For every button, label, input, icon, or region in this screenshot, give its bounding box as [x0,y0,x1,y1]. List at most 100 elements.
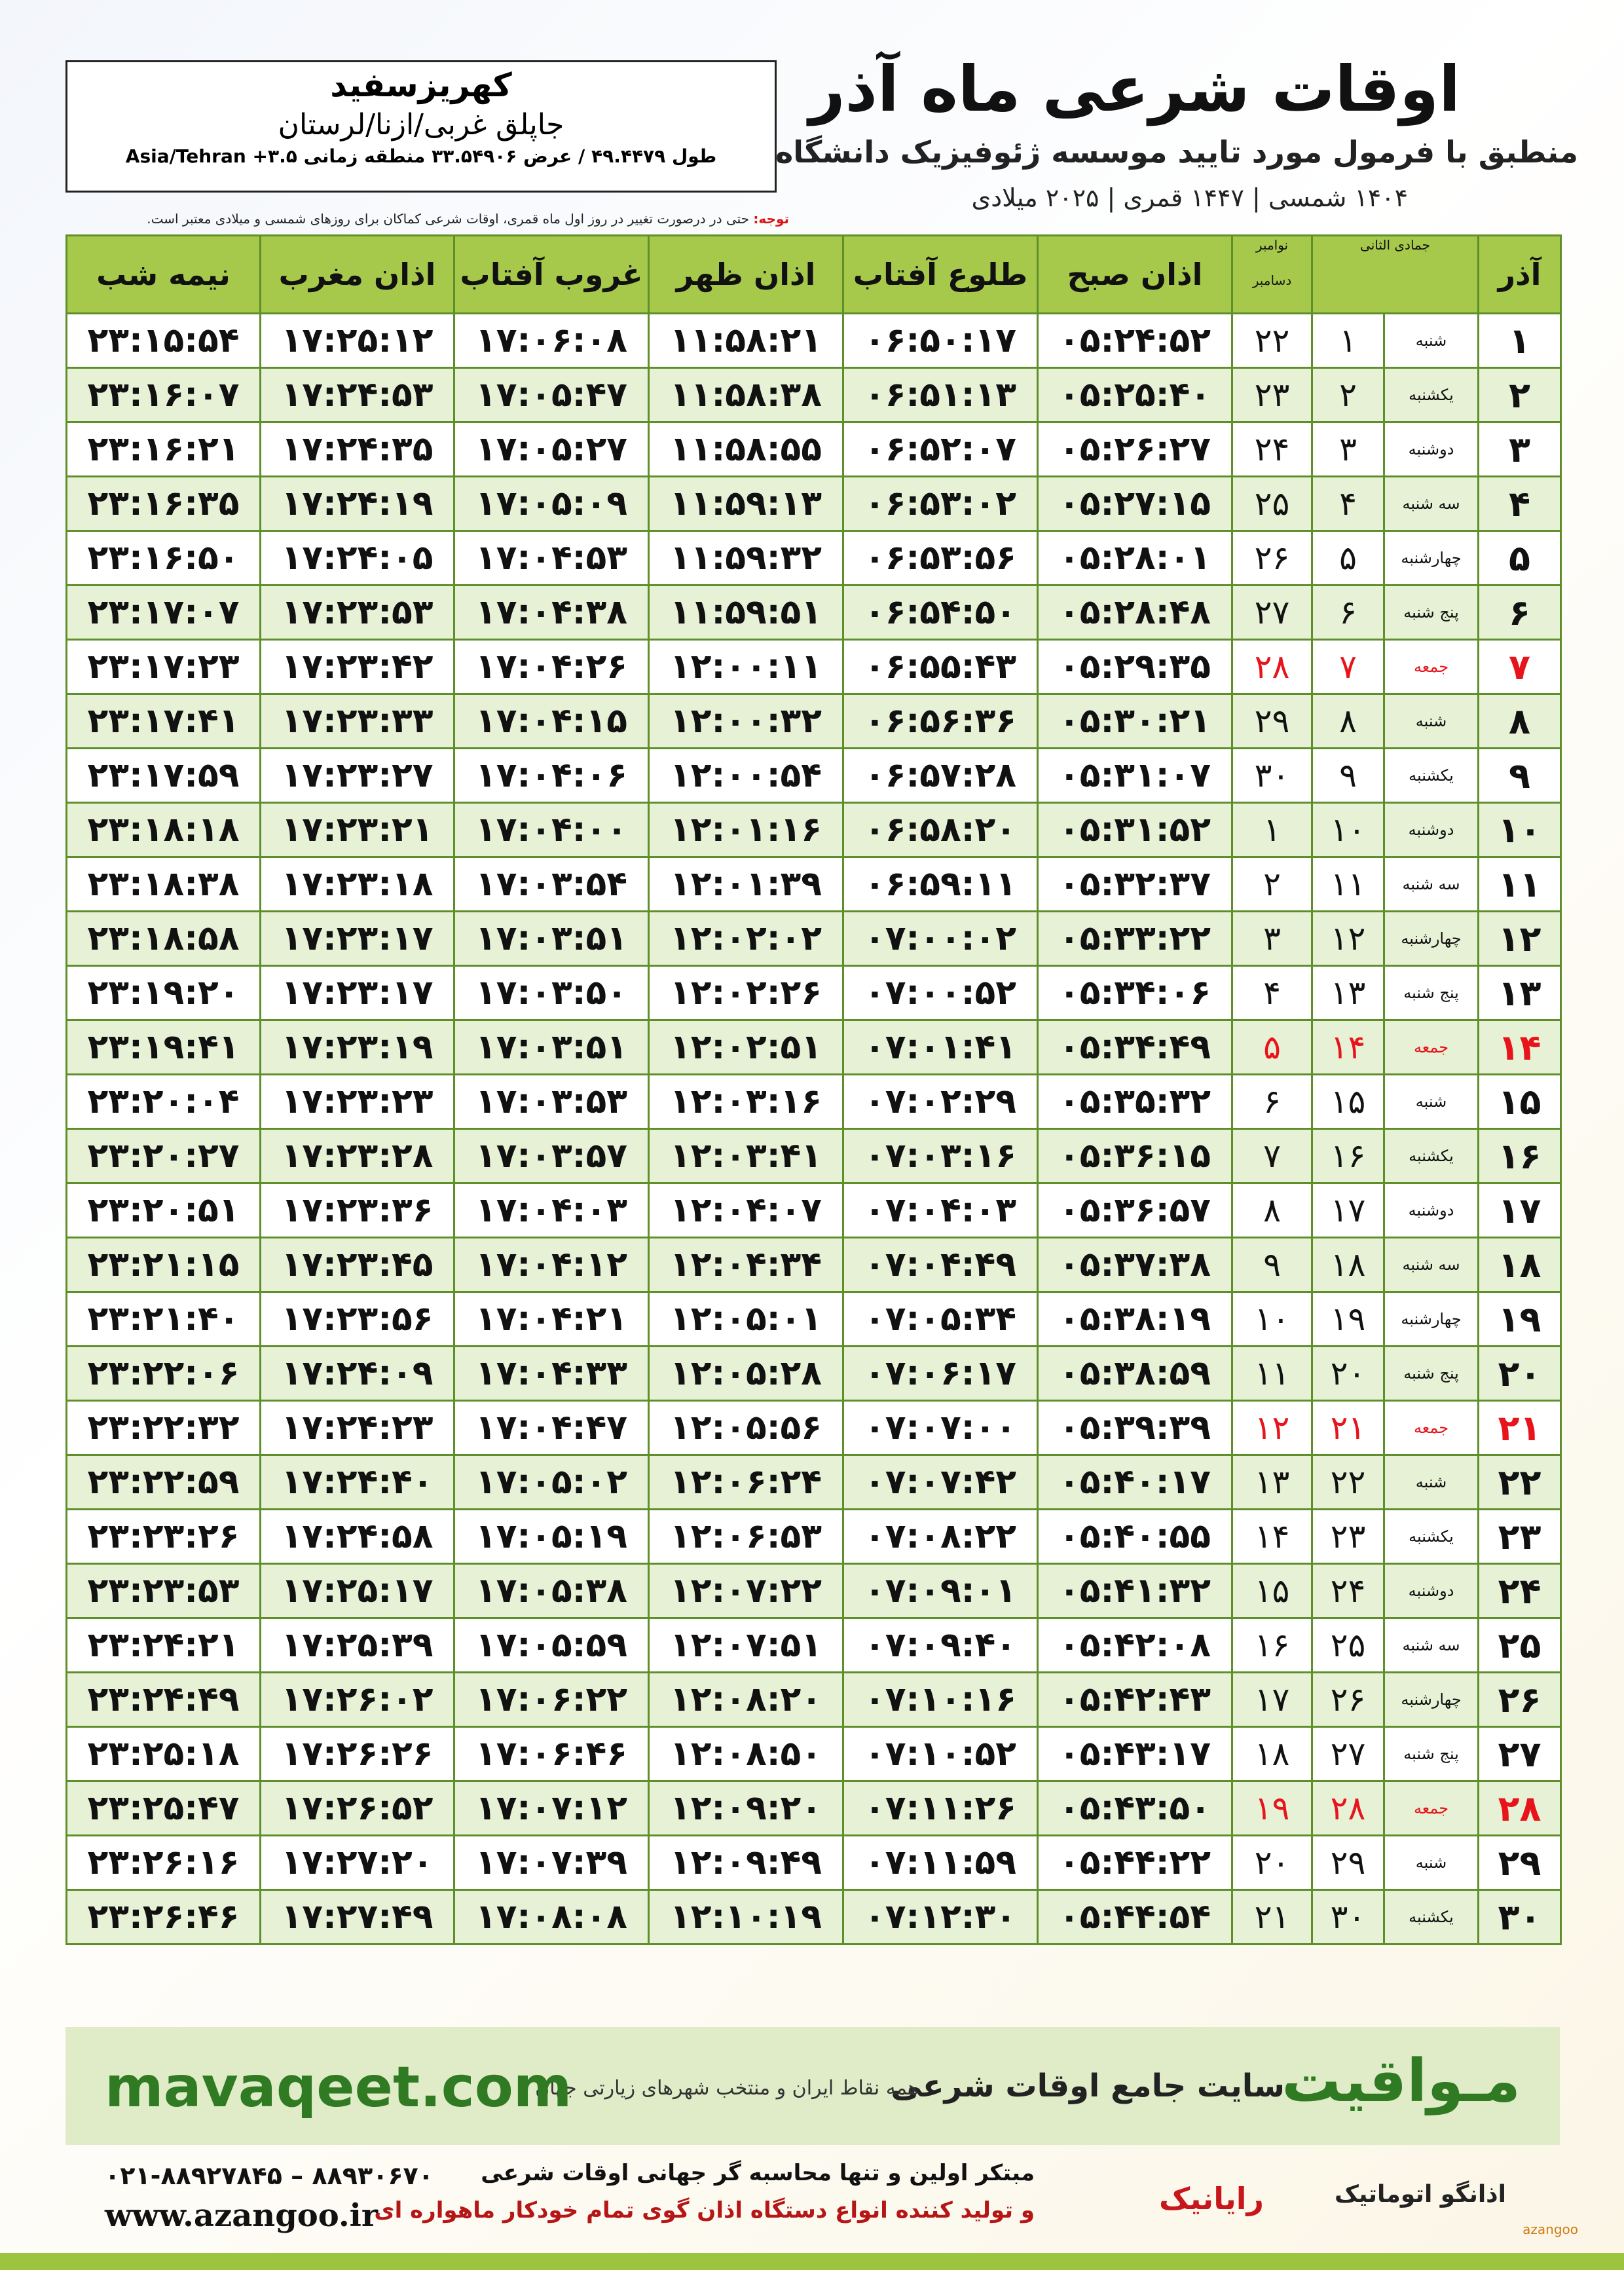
table-cell: ۳۰ [1310,1889,1386,1945]
table-cell: ۲۶ [1231,530,1313,586]
header-sub: دسامبر [1252,272,1292,288]
table-cell: ۱۷:۰۵:۴۷ [453,367,650,423]
table-cell: ۳ [1231,910,1313,967]
table-cell: ۲۳:۱۶:۰۷ [65,367,261,423]
table-cell: ۱۷:۲۵:۱۲ [259,312,455,369]
table-cell: ۰۶:۵۷:۲۸ [842,747,1039,804]
table-cell: ۲۳:۱۷:۵۹ [65,747,261,804]
table-cell: ۱۰ [1310,802,1386,858]
table-cell: ۰۵:۴۰:۵۵ [1037,1508,1233,1565]
table-cell: جمعه [1383,1019,1480,1075]
table-cell: ۰۷:۱۰:۵۲ [842,1726,1039,1782]
table-cell: سه شنبه [1383,856,1480,912]
table-cell: ۲۳:۱۶:۳۵ [65,475,261,532]
table-cell: ۱۷:۰۳:۵۴ [453,856,650,912]
brand[interactable]: مـواقیت [1282,2047,1521,2115]
table-row: ۲۹ شنبه ۲۹ ۲۰ ۰۵:۴۴:۲۲ ۰۷:۱۱:۵۹ ۱۲:۰۹:۴۹ ۱۷:۰۷:… [65,1834,1562,1891]
header-cell: طلوع آفتاب [842,234,1039,314]
table-cell: ۳ [1477,421,1562,477]
table-cell: ۱۷:۰۴:۱۲ [453,1237,650,1293]
table-cell: ۱۷:۲۳:۱۹ [259,1019,455,1075]
table-cell: سه شنبه [1383,1237,1480,1293]
table-row: ۱۸ سه شنبه ۱۸ ۹ ۰۵:۳۷:۳۸ ۰۷:۰۴:۴۹ ۱۲:۰۴:۳۴ ۱۷:۰… [65,1237,1562,1293]
table-cell: ۱۲:۰۶:۵۳ [648,1508,844,1565]
table-cell: ۱۷ [1477,1182,1562,1238]
table-cell: ۰۵:۳۶:۵۷ [1037,1182,1233,1238]
table-cell: شنبه [1383,693,1480,749]
table-cell: ۰۵:۳۴:۴۹ [1037,1019,1233,1075]
table-cell: ۲۶ [1477,1671,1562,1728]
table-cell: ۱۷:۰۶:۴۶ [453,1726,650,1782]
table-cell: ۱۵ [1477,1073,1562,1130]
table-cell: ۷ [1231,1128,1313,1184]
table-cell: ۱۷ [1231,1671,1313,1728]
table-cell: ۱۷:۲۴:۰۹ [259,1345,455,1402]
table-cell: ۴ [1477,475,1562,532]
table-cell: ۰۷:۰۹:۴۰ [842,1617,1039,1673]
bottom-strip [0,2253,1624,2270]
site-link[interactable]: www.azangoo.ir [105,2197,378,2234]
table-cell: ۵ [1477,530,1562,586]
table-cell: ۸ [1231,1182,1313,1238]
table-cell: ۱۱:۵۹:۳۲ [648,530,844,586]
table-cell: ۲۳:۲۳:۵۳ [65,1563,261,1619]
table-cell: ۰۶:۵۲:۰۷ [842,421,1039,477]
table-cell: ۱ [1231,802,1313,858]
table-cell: ۲۳:۲۵:۴۷ [65,1780,261,1836]
table-cell: ۱۲:۰۵:۲۸ [648,1345,844,1402]
table-cell: ۰۷:۰۹:۰۱ [842,1563,1039,1619]
table-cell: ۰۵:۲۷:۱۵ [1037,475,1233,532]
table-cell: ۲۳:۲۰:۰۴ [65,1073,261,1130]
header-cell: اذان ظهر [648,234,844,314]
table-cell: ۱۷:۲۳:۲۱ [259,802,455,858]
table-cell: ۰۶:۵۸:۲۰ [842,802,1039,858]
table-row: ۱۴ جمعه ۱۴ ۵ ۰۵:۳۴:۴۹ ۰۷:۰۱:۴۱ ۱۲:۰۲:۵۱ ۱۷:۰۳:۵… [65,1019,1562,1075]
table-cell: ۱۲:۰۲:۲۶ [648,965,844,1021]
table-cell: ۱۷:۲۷:۴۹ [259,1889,455,1945]
table-cell: ۱۰ [1477,802,1562,858]
table-row: ۱۰ دوشنبه ۱۰ ۱ ۰۵:۳۱:۵۲ ۰۶:۵۸:۲۰ ۱۲:۰۱:۱۶ ۱۷:۰۴… [65,802,1562,858]
table-cell: ۱۴ [1310,1019,1386,1075]
note-label: توجه: [753,211,789,227]
table-cell: ۵ [1310,530,1386,586]
table-row: ۱۵ شنبه ۱۵ ۶ ۰۵:۳۵:۳۲ ۰۷:۰۲:۲۹ ۱۲:۰۳:۱۶ ۱۷:۰۳:۵… [65,1073,1562,1130]
table-cell: ۲۳:۲۲:۵۹ [65,1454,261,1510]
table-cell: ۲۰ [1231,1834,1313,1891]
table-cell: ۱۲:۰۷:۵۱ [648,1617,844,1673]
table-cell: ۱۱:۵۸:۳۸ [648,367,844,423]
thead: آذر جمادی الثانی نوامبر دسامبر اذان صبح طلوع … [65,234,1562,314]
header-cell: اذان مغرب [259,234,455,314]
table-cell: دوشنبه [1383,421,1480,477]
table-cell: ۲۷ [1310,1726,1386,1782]
table-cell: ۱۷:۲۳:۱۷ [259,965,455,1021]
note: توجه: حتی در درصورت تغییر در روز اول ماه… [62,211,789,227]
table-cell: ۲۰ [1477,1345,1562,1402]
tagline: سایت جامع اوقات شرعی [891,2068,1285,2104]
table-row: ۲۵ سه شنبه ۲۵ ۱۶ ۰۵:۴۲:۰۸ ۰۷:۰۹:۴۰ ۱۲:۰۷:۵۱ ۱۷:… [65,1617,1562,1673]
table-cell: ۲۹ [1477,1834,1562,1891]
table-cell: ۱۹ [1477,1291,1562,1347]
table-cell: چهارشنبه [1383,1291,1480,1347]
table-cell: ۰۶:۵۰:۱۷ [842,312,1039,369]
tbody: ۱ شنبه ۱ ۲۲ ۰۵:۲۴:۵۲ ۰۶:۵۰:۱۷ ۱۱:۵۸:۲۱ ۱۷:۰۶:۰۸… [65,312,1562,1945]
table-cell: ۰۵:۴۳:۵۰ [1037,1780,1233,1836]
table-row: ۱۳ پنج شنبه ۱۳ ۴ ۰۵:۳۴:۰۶ ۰۷:۰۰:۵۲ ۱۲:۰۲:۲۶ ۱۷:… [65,965,1562,1021]
table-cell: ۰۵:۲۸:۰۱ [1037,530,1233,586]
table-cell: ۲۳:۲۱:۴۰ [65,1291,261,1347]
table-cell: ۱۷:۲۶:۲۶ [259,1726,455,1782]
table-cell: ۲۵ [1477,1617,1562,1673]
table-cell: ۰۵:۴۳:۱۷ [1037,1726,1233,1782]
table-cell: یکشنبه [1383,1508,1480,1565]
table-cell: ۱۷:۰۵:۳۸ [453,1563,650,1619]
url[interactable]: mavaqeet.com [105,2055,572,2120]
table-row: ۲۳ یکشنبه ۲۳ ۱۴ ۰۵:۴۰:۵۵ ۰۷:۰۸:۲۲ ۱۲:۰۶:۵۳ ۱۷:۰… [65,1508,1562,1565]
table-cell: ۲۲ [1477,1454,1562,1510]
table-cell: ۲۳ [1310,1508,1386,1565]
table-cell: ۱۲:۰۹:۴۹ [648,1834,844,1891]
table-cell: ۱۱ [1310,856,1386,912]
table-cell: ۰۷:۱۱:۵۹ [842,1834,1039,1891]
table-cell: ۲ [1310,367,1386,423]
table-cell: ۱۷:۲۴:۳۵ [259,421,455,477]
table-cell: ۰۵:۲۶:۲۷ [1037,421,1233,477]
